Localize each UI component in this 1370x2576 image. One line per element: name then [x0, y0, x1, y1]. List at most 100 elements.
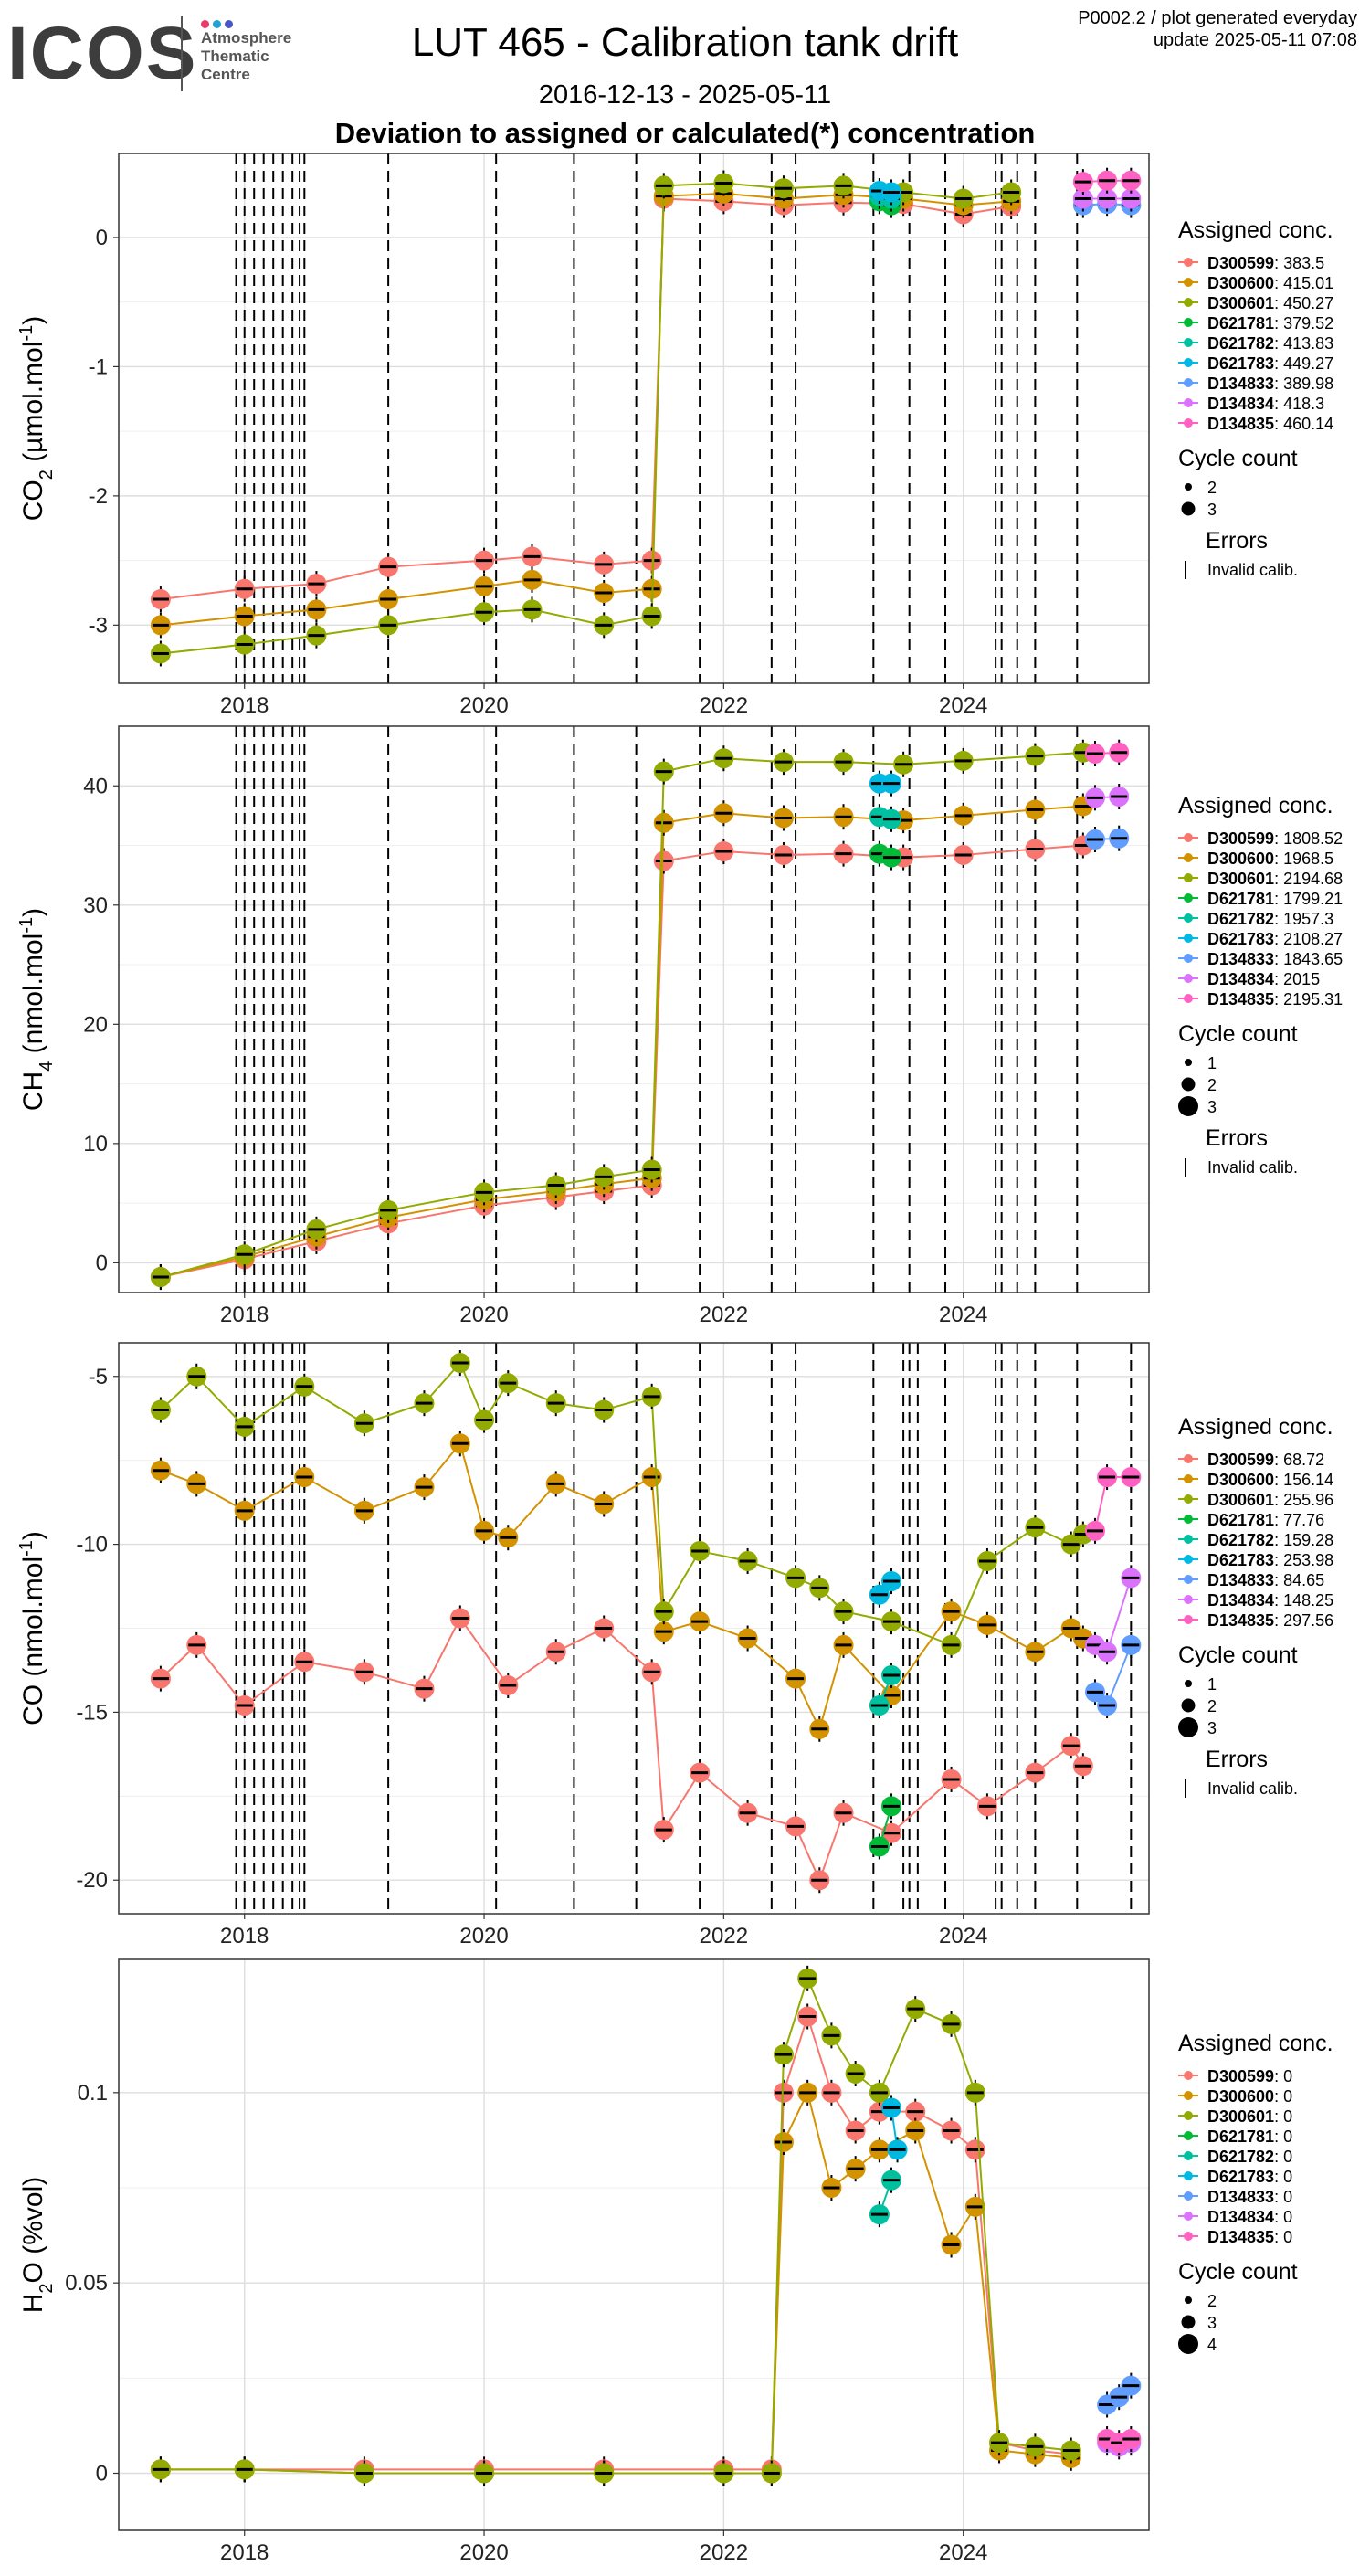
legend-assigned-value: : 0 — [1274, 2087, 1292, 2106]
legend-tank-id: D621783 — [1207, 354, 1274, 373]
legend-tank-id: D621782 — [1207, 910, 1274, 928]
legend-item-D300599: D300599: 0 — [1207, 2067, 1292, 2085]
legend-key-dot — [1184, 2071, 1193, 2080]
legend-assigned-value: : 2015 — [1274, 970, 1320, 988]
legend-title-assigned: Assigned conc. — [1178, 793, 1333, 818]
legend-key-dot — [1184, 1474, 1193, 1483]
cycle-size-marker — [1181, 501, 1196, 516]
cycle-count-label: 2 — [1207, 1697, 1217, 1716]
logo-dot-blue — [225, 20, 233, 28]
legend-assigned-value: : 1799.21 — [1274, 890, 1343, 908]
cycle-count-label: 3 — [1207, 1719, 1217, 1737]
legend-item-D300600: D300600: 0 — [1207, 2087, 1292, 2106]
y-axis-label-part: CO — [18, 480, 48, 521]
legend-key-dot — [1184, 853, 1193, 862]
y-tick-label: 40 — [83, 774, 108, 798]
legend-assigned-value: : 84.65 — [1274, 1571, 1324, 1589]
legend-item-D300599: D300599: 383.5 — [1207, 254, 1324, 272]
legend-key-dot — [1184, 258, 1193, 267]
legend-key-dot — [1184, 873, 1193, 882]
legend-item-D134835: D134835: 2195.31 — [1207, 990, 1343, 1008]
y-axis-label-part: CO (nmol.mol — [18, 1557, 48, 1726]
x-tick-label: 2022 — [700, 1303, 748, 1327]
y-tick-label: 10 — [83, 1132, 108, 1156]
cycle-size-marker — [1185, 1059, 1192, 1066]
legend-assigned-value: : 1957.3 — [1274, 910, 1333, 928]
legend-assigned-value: : 255.96 — [1274, 1491, 1333, 1509]
legend-item-D621783: D621783: 253.98 — [1207, 1551, 1333, 1569]
legend-item-D134833: D134833: 389.98 — [1207, 375, 1333, 393]
legend-key-dot — [1184, 2171, 1193, 2180]
cycle-count-label: 4 — [1207, 2336, 1217, 2354]
y-tick-label: 30 — [83, 893, 108, 918]
legend-item-D134835: D134835: 0 — [1207, 2228, 1292, 2246]
legend-key-dot — [1184, 893, 1193, 903]
series-line-D300601 — [160, 1975, 1071, 2475]
legend-assigned-value: : 297.56 — [1274, 1611, 1333, 1630]
y-axis-label-part: -1 — [16, 325, 37, 342]
legend-assigned-value: : 460.14 — [1274, 415, 1333, 433]
legend-tank-id: D300599 — [1207, 1451, 1274, 1469]
legend-item-D300601: D300601: 450.27 — [1207, 294, 1333, 312]
legend-assigned-value: : 1968.5 — [1274, 850, 1333, 868]
y-axis-label-part: CH — [18, 1072, 48, 1111]
x-tick-label: 2018 — [220, 2540, 269, 2565]
x-tick-label: 2024 — [939, 1303, 987, 1327]
x-tick-label: 2020 — [459, 1303, 508, 1327]
legend-key-dot — [1184, 2131, 1193, 2140]
cycle-size-marker — [1178, 1717, 1198, 1737]
legend-key-dot — [1184, 278, 1193, 287]
legend-tank-id: D300601 — [1207, 870, 1274, 888]
legend-item-D134835: D134835: 460.14 — [1207, 415, 1333, 433]
legend-item-D134833: D134833: 84.65 — [1207, 1571, 1324, 1589]
legend-title-errors: Errors — [1206, 1125, 1268, 1151]
y-axis-label-part: -1 — [16, 917, 37, 934]
legend-key-dot — [1184, 378, 1193, 387]
legend-key-dot — [1184, 1515, 1193, 1524]
legend-tank-id: D134835 — [1207, 990, 1274, 1008]
legend-tank-id: D300601 — [1207, 294, 1274, 312]
x-tick-label: 2018 — [220, 1924, 269, 1948]
legend-key-dot — [1184, 1555, 1193, 1564]
legend-item-D300601: D300601: 2194.68 — [1207, 870, 1343, 888]
legend-assigned-value: : 383.5 — [1274, 254, 1324, 272]
icos-logo: ICOS Atmosphere Thematic Centre — [7, 13, 300, 95]
x-tick-label: 2020 — [459, 1924, 508, 1948]
plot-frame — [118, 153, 1150, 684]
legend-key-dot — [1184, 298, 1193, 307]
cycle-size-marker — [1185, 2296, 1192, 2304]
legend-tank-id: D300601 — [1207, 1491, 1274, 1509]
legend-tank-id: D621782 — [1207, 334, 1274, 353]
legend-item-D300599: D300599: 1808.52 — [1207, 829, 1343, 848]
legend-tank-id: D134833 — [1207, 1571, 1274, 1589]
legend-item-D621782: D621782: 0 — [1207, 2148, 1292, 2166]
y-tick-label: -2 — [89, 484, 108, 509]
legend-assigned-value: : 2108.27 — [1274, 930, 1343, 948]
page-title: LUT 465 - Calibration tank drift — [411, 20, 959, 65]
legend-assigned-value: : 0 — [1274, 2168, 1292, 2186]
legend-tank-id: D621781 — [1207, 314, 1274, 333]
legend-key-dot — [1184, 338, 1193, 347]
plot-background — [119, 153, 1149, 683]
cycle-size-marker — [1185, 483, 1192, 491]
legend-tank-id: D134833 — [1207, 950, 1274, 968]
legend-key-dot — [1184, 2091, 1193, 2100]
logo-divider — [181, 16, 183, 91]
cycle-count-label: 1 — [1207, 1675, 1217, 1694]
legend-item-D300600: D300600: 1968.5 — [1207, 850, 1333, 868]
legend-assigned-value: : 148.25 — [1274, 1591, 1333, 1610]
legend-assigned-value: : 389.98 — [1274, 375, 1333, 393]
legend-item-D621782: D621782: 1957.3 — [1207, 910, 1333, 928]
legend-item-D134834: D134834: 148.25 — [1207, 1591, 1333, 1610]
legend-title-cycle: Cycle count — [1178, 2259, 1298, 2285]
legend-tank-id: D300599 — [1207, 2067, 1274, 2085]
cycle-count-label: 1 — [1207, 1054, 1217, 1072]
legend-tank-id: D134834 — [1207, 2208, 1274, 2226]
legend-tank-id: D300599 — [1207, 829, 1274, 848]
plot-background — [119, 726, 1149, 1293]
legend-assigned-value: : 0 — [1274, 2188, 1292, 2206]
legend-title-assigned: Assigned conc. — [1178, 2031, 1333, 2056]
logo-line-3: Centre — [201, 66, 250, 83]
legend-assigned-value: : 0 — [1274, 2148, 1292, 2166]
